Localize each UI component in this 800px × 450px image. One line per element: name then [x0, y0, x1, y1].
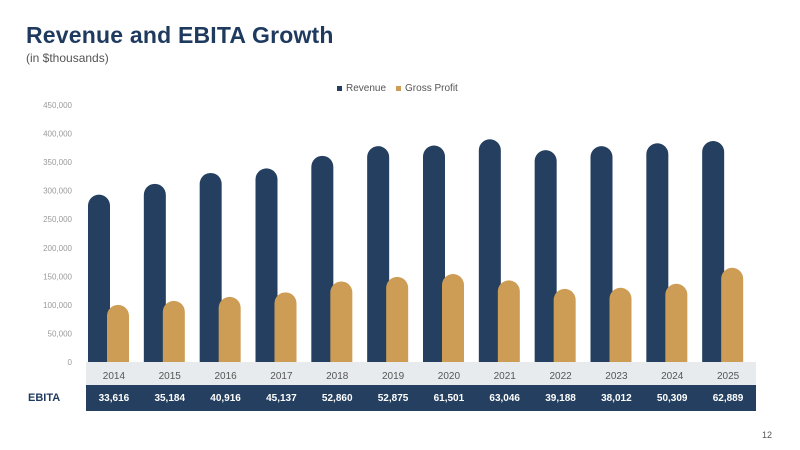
- bar-revenue-2021: [478, 139, 501, 362]
- legend-item-gross-profit: Gross Profit: [396, 83, 458, 94]
- ebita-value-2015: 35,184: [154, 392, 186, 404]
- bar-revenue-2025: [702, 140, 725, 362]
- y-tick-label: 100,000: [43, 301, 72, 310]
- bar-gross-profit-2021: [497, 280, 520, 362]
- page-number: 12: [761, 430, 772, 440]
- y-tick-label: 150,000: [43, 272, 72, 281]
- bar-revenue-2017: [255, 168, 278, 362]
- legend-label-revenue: Revenue: [346, 83, 387, 94]
- ebita-value-2014: 33,616: [98, 392, 130, 404]
- ebita-value-2016: 40,916: [210, 392, 241, 404]
- bar-gross-profit-2022: [553, 288, 576, 362]
- x-tick-label: 2025: [717, 371, 740, 382]
- bar-gross-profit-2017: [274, 292, 297, 362]
- bar-revenue-2022: [534, 150, 557, 362]
- ebita-value-2019: 52,875: [377, 392, 409, 404]
- chart-legend: Revenue Gross Profit: [337, 83, 458, 94]
- x-tick-label: 2019: [382, 371, 405, 382]
- bar-gross-profit-2023: [609, 287, 632, 362]
- bar-gross-profit-2025: [721, 267, 744, 362]
- bar-revenue-2016: [199, 172, 222, 362]
- x-tick-label: 2020: [438, 371, 461, 382]
- ebita-value-2022: 39,188: [545, 392, 576, 404]
- y-tick-label: 50,000: [48, 329, 73, 338]
- bar-revenue-2018: [311, 155, 334, 362]
- ebita-row: 33,616 35,184 40,916 45,137 52,860 52,875 61,5…: [86, 385, 756, 411]
- x-tick-label: 2014: [103, 371, 126, 382]
- bar-gross-profit-2015: [162, 300, 185, 362]
- bar-gross-profit-2014: [107, 304, 129, 362]
- y-tick-label: 200,000: [43, 244, 72, 253]
- bar-revenue-2024: [646, 143, 669, 362]
- x-tick-label: 2017: [270, 371, 293, 382]
- x-tick-label: 2016: [214, 371, 237, 382]
- bar-gross-profit-2019: [386, 276, 409, 362]
- x-tick-label: 2018: [326, 371, 349, 382]
- bar-gross-profit-2020: [442, 274, 464, 362]
- ebita-value-2018: 52,860: [321, 392, 353, 404]
- x-tick-label: 2024: [661, 371, 684, 382]
- ebita-value-2023: 38,012: [601, 392, 632, 404]
- y-tick-label: 250,000: [43, 215, 72, 224]
- ebita-value-2024: 50,309: [656, 392, 688, 404]
- bar-gross-profit-2016: [218, 296, 241, 362]
- ebita-value-2021: 63,046: [489, 392, 520, 404]
- y-tick-label: 350,000: [43, 158, 72, 167]
- bar-revenue-2019: [367, 146, 390, 362]
- x-tick-label: 2023: [605, 371, 628, 382]
- ebita-value-2020: 61,501: [433, 392, 465, 404]
- x-tick-label: 2021: [494, 371, 517, 382]
- chart-title: Revenue and EBITA Growth: [26, 22, 334, 48]
- category-axis-band: [86, 362, 756, 388]
- bar-revenue-2015: [143, 183, 166, 362]
- legend-swatch-revenue: [337, 86, 342, 91]
- ebita-row-label: EBITA: [28, 392, 61, 404]
- bar-gross-profit-2018: [330, 281, 353, 362]
- legend-label-gross-profit: Gross Profit: [405, 83, 458, 94]
- ebita-value-2025: 62,889: [712, 392, 744, 404]
- legend-item-revenue: Revenue: [337, 83, 386, 94]
- bar-revenue-2023: [590, 146, 613, 362]
- x-tick-label: 2015: [159, 371, 182, 382]
- ebita-value-2017: 45,137: [266, 392, 297, 404]
- y-tick-label: 400,000: [43, 130, 72, 139]
- y-tick-label: 0: [68, 358, 73, 367]
- y-tick-label: 450,000: [43, 101, 72, 110]
- bar-revenue-2020: [423, 145, 445, 362]
- y-tick-label: 300,000: [43, 187, 72, 196]
- bar-gross-profit-2024: [665, 283, 688, 362]
- x-tick-label: 2022: [549, 371, 572, 382]
- chart-subtitle: (in $thousands): [26, 51, 109, 65]
- legend-swatch-gross-profit: [396, 86, 402, 91]
- bar-revenue-2014: [88, 194, 110, 362]
